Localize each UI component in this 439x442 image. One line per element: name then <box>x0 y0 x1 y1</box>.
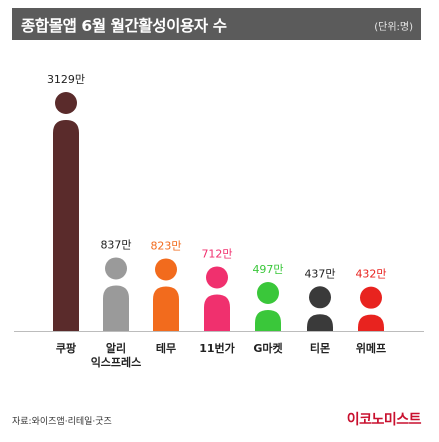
data-label: 712만 <box>201 247 232 260</box>
figure-bar <box>255 309 281 331</box>
brand-logo: 이코노미스트 <box>346 412 422 428</box>
figure-bar <box>153 286 179 331</box>
chart-title: 종합몰앱 6월 월간활성이용자 수 <box>21 17 227 35</box>
category-label: G마켓 <box>253 341 282 355</box>
data-label: 437만 <box>304 267 335 280</box>
category-label: 위메프 <box>356 341 386 355</box>
source-note: 자료:와이즈앱·리테일·굿즈 <box>12 417 112 427</box>
unit-label: (단위:명) <box>374 22 413 33</box>
title-bar: 종합몰앱 6월 월간활성이용자 수 (단위:명) <box>12 8 421 40</box>
category-label: 테무 <box>156 341 176 355</box>
category-label: 알리 <box>106 341 126 355</box>
figure-head <box>257 281 279 304</box>
figure-bar <box>53 120 79 331</box>
data-label: 497만 <box>252 263 283 276</box>
category-label: 익스프레스 <box>91 355 142 369</box>
data-label: 432만 <box>355 268 386 281</box>
figure-head <box>309 286 331 309</box>
figure-head <box>360 286 382 309</box>
figure-head <box>55 92 77 114</box>
data-label: 823만 <box>150 239 181 252</box>
figure-bar <box>103 285 129 331</box>
data-label: 837만 <box>100 238 131 251</box>
figure-bar <box>204 294 230 331</box>
category-label: 11번가 <box>199 341 235 355</box>
figure-bar <box>307 314 333 331</box>
category-label: 티몬 <box>310 341 330 355</box>
figure-head <box>206 266 228 289</box>
figure-bar <box>358 314 384 331</box>
figure-head <box>155 258 177 281</box>
data-label: 3129만 <box>47 73 85 86</box>
figure-head <box>105 257 127 280</box>
category-label: 쿠팡 <box>56 341 76 355</box>
